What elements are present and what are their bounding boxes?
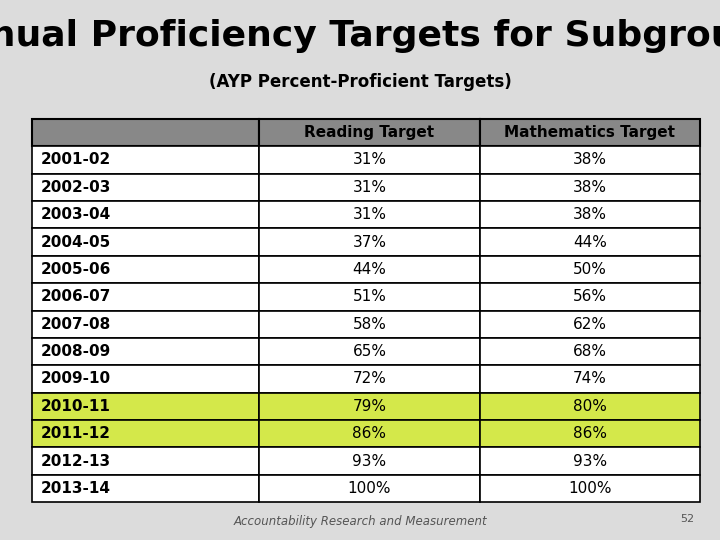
Text: 51%: 51% <box>353 289 387 305</box>
Text: 2008-09: 2008-09 <box>41 344 112 359</box>
Text: 100%: 100% <box>348 481 391 496</box>
Text: 2003-04: 2003-04 <box>41 207 112 222</box>
Text: 2001-02: 2001-02 <box>41 152 112 167</box>
Text: 2006-07: 2006-07 <box>41 289 112 305</box>
Text: Accountability Research and Measurement: Accountability Research and Measurement <box>233 515 487 528</box>
Text: 38%: 38% <box>572 180 607 195</box>
Text: 2004-05: 2004-05 <box>41 234 112 249</box>
Text: 58%: 58% <box>353 316 387 332</box>
Text: 2010-11: 2010-11 <box>41 399 111 414</box>
Text: 50%: 50% <box>573 262 607 277</box>
Text: 2013-14: 2013-14 <box>41 481 111 496</box>
Text: 38%: 38% <box>572 152 607 167</box>
Text: 44%: 44% <box>573 234 607 249</box>
Text: 93%: 93% <box>352 454 387 469</box>
Text: 38%: 38% <box>572 207 607 222</box>
Text: 52: 52 <box>680 514 695 524</box>
Text: 37%: 37% <box>353 234 387 249</box>
Text: Mathematics Target: Mathematics Target <box>504 125 675 140</box>
Text: 2002-03: 2002-03 <box>41 180 112 195</box>
Text: 2009-10: 2009-10 <box>41 372 111 387</box>
Text: 2012-13: 2012-13 <box>41 454 111 469</box>
Text: 2007-08: 2007-08 <box>41 316 112 332</box>
Text: 80%: 80% <box>573 399 607 414</box>
Text: 72%: 72% <box>353 372 387 387</box>
Text: 56%: 56% <box>572 289 607 305</box>
Text: 44%: 44% <box>353 262 387 277</box>
Text: 2005-06: 2005-06 <box>41 262 112 277</box>
Text: 31%: 31% <box>353 152 387 167</box>
Text: 93%: 93% <box>572 454 607 469</box>
Text: 100%: 100% <box>568 481 611 496</box>
Text: 31%: 31% <box>353 180 387 195</box>
Text: 74%: 74% <box>573 372 607 387</box>
Text: 62%: 62% <box>572 316 607 332</box>
Text: 86%: 86% <box>572 426 607 441</box>
Text: 68%: 68% <box>572 344 607 359</box>
Text: 2011-12: 2011-12 <box>41 426 111 441</box>
Text: 65%: 65% <box>353 344 387 359</box>
Text: (AYP Percent-Proficient Targets): (AYP Percent-Proficient Targets) <box>209 73 511 91</box>
Text: Reading Target: Reading Target <box>305 125 434 140</box>
Text: 79%: 79% <box>353 399 387 414</box>
Text: Annual Proficiency Targets for Subgroups: Annual Proficiency Targets for Subgroups <box>0 19 720 53</box>
Text: 31%: 31% <box>353 207 387 222</box>
Text: 86%: 86% <box>353 426 387 441</box>
